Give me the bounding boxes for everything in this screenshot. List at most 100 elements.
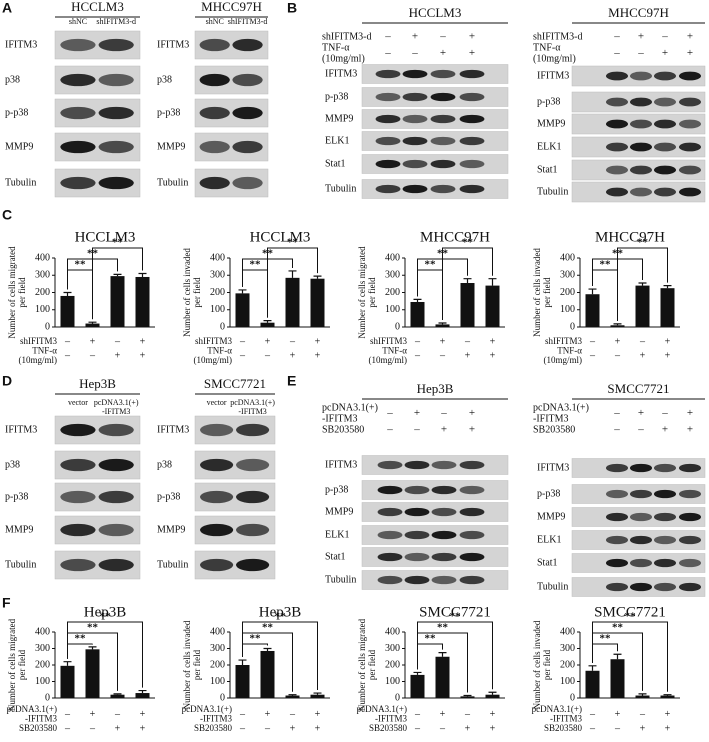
protein-label: Stat1	[325, 551, 346, 562]
bar	[485, 694, 500, 698]
blot-band	[60, 423, 96, 437]
y-axis-label: Number of cells invaded	[182, 620, 192, 709]
blot-band	[678, 489, 702, 499]
error-bar	[613, 323, 622, 326]
bar	[260, 322, 275, 327]
protein-label: Tubulin	[5, 177, 36, 188]
bar	[235, 293, 250, 327]
treatment-sign: +	[662, 47, 668, 59]
treatment-sign: +	[140, 351, 146, 362]
protein-label: Tubulin	[537, 186, 568, 197]
treatment-sign: +	[115, 723, 121, 734]
error-bar	[288, 270, 297, 278]
protein-label: Tubulin	[157, 177, 188, 188]
protein-label: IFITM3	[157, 424, 189, 435]
treatment-sign: +	[662, 424, 668, 436]
bar	[260, 650, 275, 698]
y-axis-label: per field	[192, 649, 202, 680]
treatment-sign: –	[114, 336, 121, 347]
blot-band	[375, 136, 401, 146]
blot-band	[629, 535, 653, 545]
protein-label: Stat1	[537, 557, 558, 568]
y-tick-label: 100	[385, 304, 400, 315]
treatment-sign: –	[414, 336, 421, 347]
treatment-sign: –	[639, 709, 646, 720]
y-axis-label: Number of cells migrated	[7, 618, 17, 711]
protein-label: p-p38	[157, 107, 180, 118]
significance-label: **	[625, 611, 637, 623]
treatment-sign: –	[384, 31, 391, 43]
y-tick-label: 200	[385, 287, 400, 298]
significance-bracket	[67, 621, 143, 688]
panel-label: E	[287, 373, 296, 389]
treatment-sign: –	[289, 709, 296, 720]
significance-label: **	[275, 611, 287, 623]
blot-band	[431, 552, 457, 562]
blot-band	[459, 530, 485, 540]
y-tick-label: 200	[560, 659, 575, 670]
blot-band	[402, 69, 428, 79]
error-bar	[663, 285, 672, 289]
treatment-sign: +	[490, 351, 496, 362]
y-tick-label: 100	[560, 676, 575, 687]
y-axis-label: Number of cells invaded	[532, 620, 542, 709]
chart-title: HCCLM3	[75, 229, 136, 245]
blot-band	[459, 159, 485, 169]
blot-band	[678, 535, 702, 545]
treatment-sign: –	[639, 336, 646, 347]
treatment-label: -IFITM3	[200, 714, 232, 724]
y-tick-label: 200	[560, 287, 575, 298]
blot-title: SMCC7721	[607, 381, 669, 396]
y-tick-label: 0	[220, 321, 225, 332]
error-bar	[313, 275, 322, 279]
treatment-sign: –	[613, 47, 620, 59]
lane-label: shIFITM3-d	[228, 17, 268, 26]
lane-label: pcDNA3.1(+)	[230, 398, 275, 407]
blot-band	[404, 552, 430, 562]
blot-band	[199, 38, 230, 52]
error-bar	[263, 320, 272, 323]
significance-label: **	[287, 237, 299, 249]
treatment-sign: –	[614, 723, 621, 734]
y-tick-label: 300	[35, 643, 50, 654]
blot-band	[678, 512, 702, 522]
significance-bracket	[267, 247, 318, 318]
y-tick-label: 100	[35, 304, 50, 315]
error-bar	[463, 278, 472, 284]
treatment-sign: –	[439, 351, 446, 362]
treatment-label: shIFITM3	[370, 336, 408, 346]
protein-label: MMP9	[325, 113, 353, 124]
lane-label: shNC	[206, 17, 224, 26]
panel-label: C	[2, 207, 12, 223]
treatment-sign: –	[637, 47, 644, 59]
treatment-sign: +	[465, 351, 471, 362]
significance-label: **	[612, 622, 624, 634]
treatment-label: -IFITM3	[375, 714, 407, 724]
treatment-sign: +	[265, 709, 271, 720]
blot-band	[605, 463, 629, 473]
error-bar	[238, 289, 247, 294]
blot-band	[402, 92, 428, 102]
treatment-sign: –	[413, 424, 420, 436]
treatment-sign: –	[89, 351, 96, 362]
treatment-sign: –	[239, 336, 246, 347]
treatment-sign: +	[315, 351, 321, 362]
blot-band	[404, 575, 430, 585]
panel-label: D	[2, 373, 12, 389]
treatment-label: -IFITM3	[322, 413, 358, 424]
blot-band	[377, 485, 403, 495]
error-bar	[413, 671, 422, 675]
significance-label: **	[75, 633, 87, 645]
treatment-label: pcDNA3.1(+)	[357, 704, 407, 714]
y-tick-label: 0	[45, 321, 50, 332]
treatment-label: shIFITM3	[545, 336, 583, 346]
blot-band	[678, 558, 702, 568]
treatment-sign: –	[439, 31, 446, 43]
protein-label: IFITM3	[5, 39, 37, 50]
treatment-label: pcDNA3.1(+)	[533, 402, 589, 413]
treatment-sign: +	[90, 709, 96, 720]
protein-label: Stat1	[325, 158, 346, 169]
blot-band	[60, 38, 96, 52]
y-tick-label: 400	[210, 252, 225, 263]
protein-label: MMP9	[325, 506, 353, 517]
